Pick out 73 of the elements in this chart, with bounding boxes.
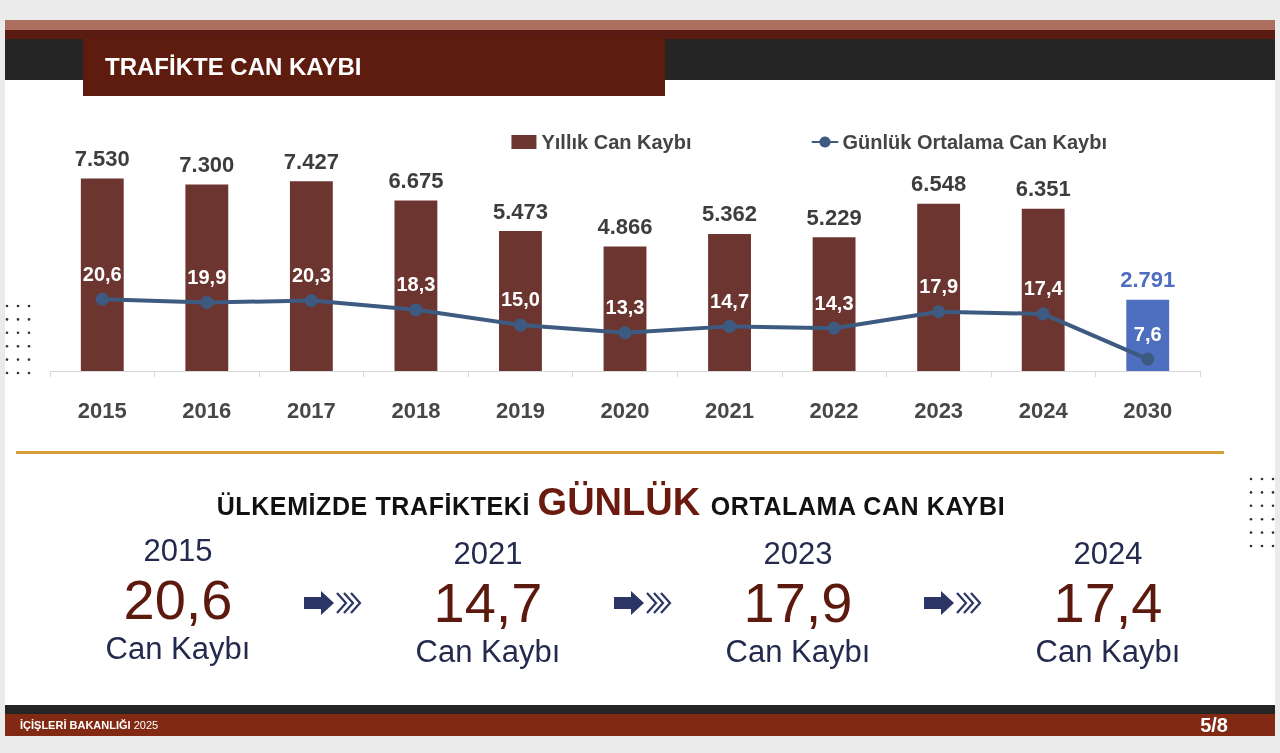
text: 17,9 (742, 571, 854, 634)
bar (185, 184, 229, 371)
text: 5/8 (1200, 713, 1228, 737)
data-label: 14,3 (814, 291, 854, 314)
bar (812, 237, 856, 371)
category-label: 2021 (452, 535, 524, 573)
text: Can Kaybı (1034, 634, 1182, 670)
point (304, 294, 318, 308)
data-label: 17,9 (919, 275, 959, 298)
data-label: 2.791 (1120, 267, 1176, 293)
point (95, 292, 109, 306)
x-tick-label: 2023 (914, 397, 964, 423)
legend-label: Günlük Ortalama Can Kaybı (842, 131, 1107, 153)
point (618, 326, 632, 340)
bar (1021, 208, 1065, 371)
legend-label: Yıllık Can Kaybı (541, 131, 692, 153)
text: 20,6 (122, 568, 234, 631)
text: Can Kaybı (104, 631, 252, 667)
text: 14,7 (432, 571, 544, 634)
text: Can Kaybı (724, 634, 872, 670)
data-label: 20,6 (82, 262, 122, 285)
text: 17,4 (1052, 571, 1164, 634)
x-tick-label: 2030 (1123, 397, 1173, 423)
x-tick-label: 2021 (705, 397, 755, 423)
text: Can Kaybı (414, 634, 562, 670)
point (723, 319, 737, 333)
point (1141, 352, 1155, 366)
data-label: 7.300 (179, 151, 235, 177)
x-tick-label: 2016 (182, 397, 232, 423)
data-label: 6.548 (911, 171, 967, 197)
x-tick-label: 2024 (1018, 397, 1069, 423)
point (409, 303, 423, 317)
data-label: 5.229 (806, 204, 862, 230)
data-label: 18,3 (396, 273, 436, 296)
point (827, 321, 841, 335)
point (200, 295, 214, 309)
bar (917, 203, 961, 371)
data-label: 14,7 (710, 289, 750, 312)
data-label: 5.473 (492, 198, 548, 224)
data-label: 20,3 (291, 264, 331, 287)
data-label: 6.351 (1015, 176, 1071, 202)
chart-title: TRAFİKTE CAN KAYBI (105, 52, 362, 82)
bar (1126, 299, 1170, 371)
bar (289, 181, 333, 371)
x-tick-label: 2022 (809, 397, 859, 423)
data-label: 6.675 (388, 167, 444, 193)
data-label: 4.866 (597, 214, 653, 240)
data-label: 19,9 (187, 265, 227, 288)
data-label: 7.427 (283, 148, 339, 174)
category-label: 2015 (142, 532, 214, 570)
point (932, 305, 946, 319)
data-label: 5.362 (702, 201, 758, 227)
x-tick-label: 2019 (495, 397, 545, 423)
data-label: 7,6 (1133, 322, 1162, 345)
data-label: 15,0 (500, 288, 540, 311)
data-label: 13,3 (605, 296, 645, 319)
text: İÇİŞLERİ BAKANLIĞI 2025 (20, 718, 159, 733)
bar (80, 178, 124, 371)
x-tick-label: 2018 (391, 397, 441, 423)
point (1036, 307, 1050, 321)
x-tick-label: 2015 (77, 397, 127, 423)
x-tick-label: 2017 (286, 397, 336, 423)
data-label: 7.530 (74, 146, 130, 172)
x-tick-label: 2020 (600, 397, 650, 423)
category-label: 2024 (1072, 535, 1144, 573)
bar (708, 233, 751, 371)
point (513, 318, 527, 332)
text: ÜLKEMİZDE TRAFİKTEKİ GÜNLÜK ORTALAMA CAN KAYBI (216, 481, 1006, 523)
category-label: 2023 (762, 535, 834, 573)
data-label: 17,4 (1023, 277, 1064, 300)
bar (499, 231, 542, 371)
bar (394, 200, 438, 371)
bar (603, 246, 647, 371)
